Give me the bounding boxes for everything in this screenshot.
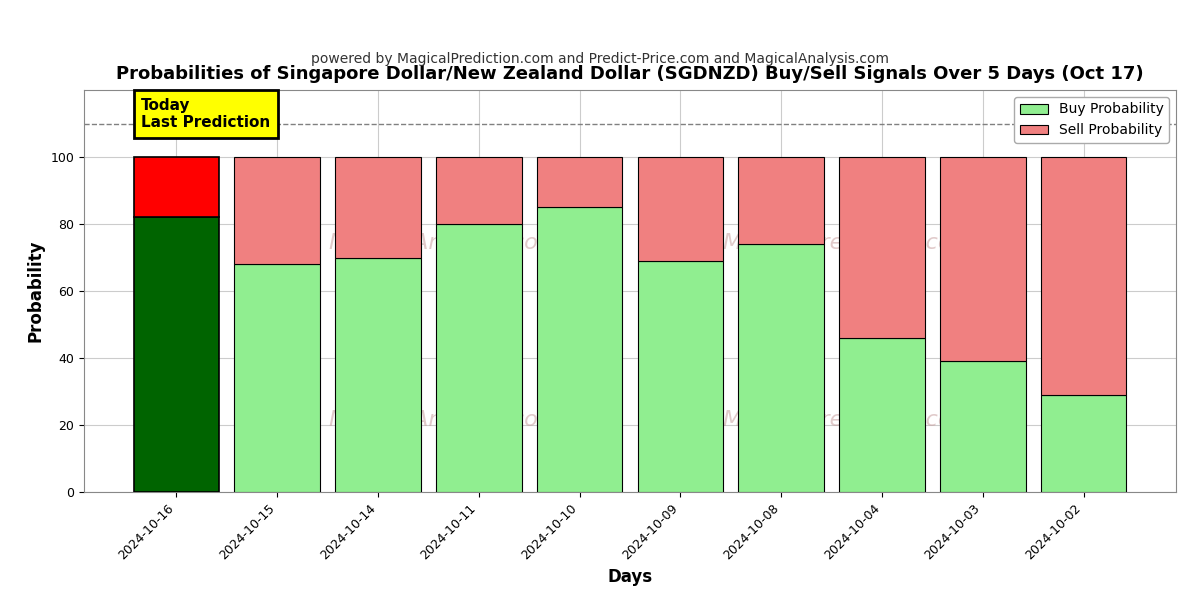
Text: powered by MagicalPrediction.com and Predict-Price.com and MagicalAnalysis.com: powered by MagicalPrediction.com and Pre… <box>311 52 889 66</box>
Bar <box>738 157 824 244</box>
Bar <box>637 157 724 261</box>
Bar <box>940 361 1026 492</box>
X-axis label: Days: Days <box>607 568 653 586</box>
Text: MagicalAnalysis.com: MagicalAnalysis.com <box>329 410 560 430</box>
Bar <box>1040 395 1127 492</box>
Text: MagicalPrediction.com: MagicalPrediction.com <box>722 233 974 253</box>
Bar <box>234 264 320 492</box>
Bar <box>839 157 925 338</box>
Bar <box>1040 157 1127 395</box>
Legend: Buy Probability, Sell Probability: Buy Probability, Sell Probability <box>1014 97 1169 143</box>
Bar <box>234 157 320 264</box>
Bar <box>436 224 522 492</box>
Bar <box>536 207 623 492</box>
Text: MagicalPrediction.com: MagicalPrediction.com <box>722 410 974 430</box>
Y-axis label: Probability: Probability <box>26 240 44 342</box>
Bar <box>436 157 522 224</box>
Bar <box>335 257 421 492</box>
Bar <box>940 157 1026 361</box>
Title: Probabilities of Singapore Dollar/New Zealand Dollar (SGDNZD) Buy/Sell Signals O: Probabilities of Singapore Dollar/New Ze… <box>116 65 1144 83</box>
Bar <box>839 338 925 492</box>
Text: MagicalAnalysis.com: MagicalAnalysis.com <box>329 233 560 253</box>
Bar <box>738 244 824 492</box>
Bar <box>536 157 623 207</box>
Bar <box>335 157 421 257</box>
Text: Today
Last Prediction: Today Last Prediction <box>142 98 270 130</box>
Bar <box>637 261 724 492</box>
Bar <box>133 217 220 492</box>
Bar <box>133 157 220 217</box>
